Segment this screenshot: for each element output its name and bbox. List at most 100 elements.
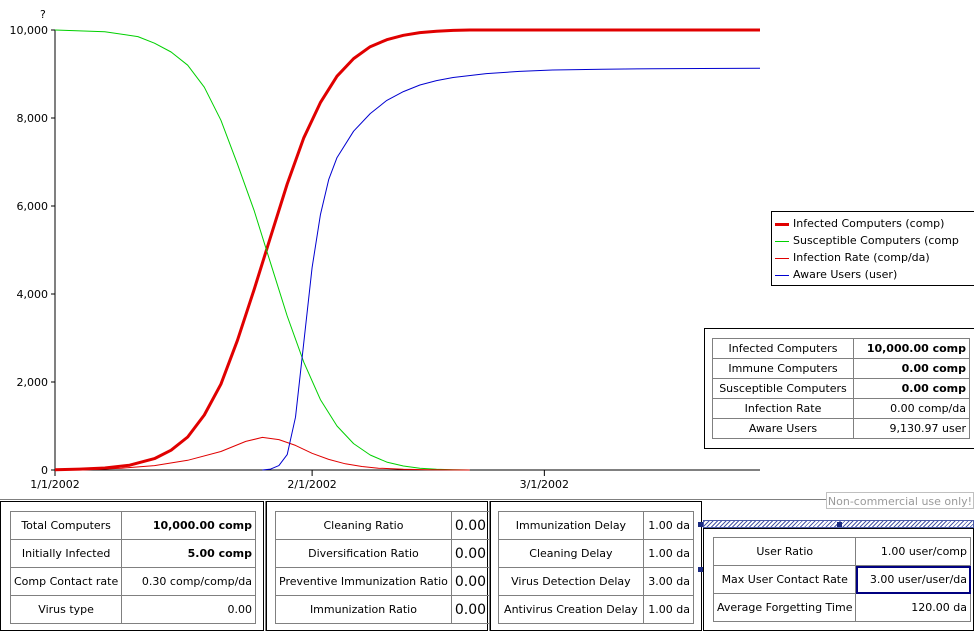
stat-label: Immune Computers — [712, 358, 854, 379]
legend-swatch — [775, 274, 789, 276]
param-label: Antivirus Creation Delay — [498, 595, 644, 624]
stat-label: Infected Computers — [712, 338, 854, 359]
y-tick-label: 8,000 — [17, 112, 49, 125]
resize-handle[interactable] — [698, 522, 703, 527]
table-row: Immunization Ratio 0.00 — [275, 595, 491, 624]
param-value[interactable]: 5.00 comp — [121, 539, 256, 568]
delays-panel: Immunization Delay 1.00 da Cleaning Delay 1… — [490, 501, 702, 631]
param-value[interactable]: 0.00 — [121, 595, 256, 624]
table-row: Virus Detection Delay 3.00 da — [498, 567, 695, 596]
x-tick-label: 1/1/2002 — [30, 478, 79, 491]
param-label: Virus type — [9, 595, 123, 624]
stat-label: Susceptible Computers — [712, 378, 854, 399]
series-line-0 — [54, 28, 760, 472]
legend-item: Infection Rate (comp/da) — [775, 249, 974, 266]
table-row: Comp Contact rate 0.30 comp/comp/da — [9, 567, 256, 596]
legend-swatch — [775, 240, 789, 242]
ratios-table: Cleaning Ratio 0.00 Diversification Ratio 0… — [275, 511, 491, 624]
stat-value: 0.00 comp — [853, 358, 970, 379]
table-row: User Ratio 1.00 user/comp — [712, 537, 971, 566]
users-parameters-panel: User Ratio 1.00 user/comp Max User Contact… — [703, 528, 974, 631]
table-row: Virus type 0.00 — [9, 595, 256, 624]
table-row: Total Computers 10,000.00 comp — [9, 511, 256, 540]
computers-parameters-panel: Total Computers 10,000.00 comp Initially I… — [0, 501, 264, 631]
param-label: Preventive Immunization Ratio — [275, 567, 452, 596]
table-row: Preventive Immunization Ratio 0.00 — [275, 567, 491, 596]
legend-label: Aware Users (user) — [793, 268, 898, 281]
stat-value: 0.00 comp/da — [853, 398, 970, 419]
series-line-2 — [54, 436, 470, 471]
summary-stats-table: Infected Computers 10,000.00 comp Immune C… — [712, 338, 970, 439]
stat-value: 0.00 comp — [853, 378, 970, 399]
param-value[interactable]: 0.00 — [450, 511, 491, 540]
series-line-3 — [262, 67, 761, 471]
ratios-panel: Cleaning Ratio 0.00 Diversification Ratio 0… — [266, 501, 491, 631]
param-label: Cleaning Ratio — [275, 511, 452, 540]
users-parameters-table: User Ratio 1.00 user/comp Max User Contact… — [712, 537, 971, 622]
divider — [265, 501, 266, 631]
stat-label: Infection Rate — [712, 398, 854, 419]
param-value[interactable]: 1.00 da — [642, 511, 695, 540]
param-value[interactable]: 1.00 da — [642, 539, 695, 568]
legend-label: Infected Computers (comp) — [793, 217, 945, 230]
chart-legend: Infected Computers (comp) Susceptible Com… — [771, 211, 974, 286]
param-value[interactable]: 3.00 user/user/da — [855, 565, 971, 594]
summary-stats-box: Infected Computers 10,000.00 comp Immune C… — [704, 328, 974, 449]
param-label: Max User Contact Rate — [712, 565, 857, 594]
param-label: Immunization Ratio — [275, 595, 452, 624]
param-value[interactable]: 0.00 — [450, 539, 491, 568]
legend-item: Susceptible Computers (comp — [775, 232, 974, 249]
param-value[interactable]: 120.00 da — [855, 593, 971, 622]
table-row: Infection Rate 0.00 comp/da — [712, 398, 970, 419]
stat-label: Aware Users — [712, 418, 854, 439]
divider — [489, 501, 490, 631]
legend-swatch — [775, 257, 789, 259]
param-label: Virus Detection Delay — [498, 567, 644, 596]
legend-item: Aware Users (user) — [775, 266, 974, 283]
resize-handle[interactable] — [698, 567, 703, 572]
y-tick-label: 6,000 — [17, 200, 49, 213]
y-tick-label: 0 — [41, 464, 48, 477]
stat-value: 10,000.00 comp — [853, 338, 970, 359]
delays-table: Immunization Delay 1.00 da Cleaning Delay 1… — [498, 511, 695, 624]
watermark-label: Non-commercial use only! — [826, 492, 974, 509]
legend-item: Infected Computers (comp) — [775, 215, 974, 232]
table-row: Susceptible Computers 0.00 comp — [712, 378, 970, 399]
param-value[interactable]: 3.00 da — [642, 567, 695, 596]
table-row: Cleaning Delay 1.00 da — [498, 539, 695, 568]
param-label: Cleaning Delay — [498, 539, 644, 568]
y-tick-label: 10,000 — [10, 24, 49, 37]
table-row: Diversification Ratio 0.00 — [275, 539, 491, 568]
divider — [0, 499, 826, 500]
table-row: Max User Contact Rate 3.00 user/user/da — [712, 565, 971, 594]
param-value[interactable]: 0.00 — [450, 567, 491, 596]
computers-parameters-table: Total Computers 10,000.00 comp Initially I… — [9, 511, 256, 624]
table-row: Initially Infected 5.00 comp — [9, 539, 256, 568]
param-value[interactable]: 1.00 user/comp — [855, 537, 971, 566]
param-label: Total Computers — [9, 511, 123, 540]
table-row: Antivirus Creation Delay 1.00 da — [498, 595, 695, 624]
param-label: User Ratio — [712, 537, 857, 566]
table-row: Immunization Delay 1.00 da — [498, 511, 695, 540]
param-label: Average Forgetting Time — [712, 593, 857, 622]
legend-swatch — [775, 222, 789, 226]
param-value[interactable]: 1.00 da — [642, 595, 695, 624]
param-label: Immunization Delay — [498, 511, 644, 540]
x-tick-label: 2/1/2002 — [287, 478, 336, 491]
param-label: Comp Contact rate — [9, 567, 123, 596]
line-chart: ? 0 2,000 4,000 6,000 8,000 10,000 1/1/2002 2/… — [10, 8, 761, 491]
param-value[interactable]: 0.30 comp/comp/da — [121, 567, 256, 596]
param-value[interactable]: 10,000.00 comp — [121, 511, 256, 540]
table-row: Cleaning Ratio 0.00 — [275, 511, 491, 540]
x-tick-label: 3/1/2002 — [520, 478, 569, 491]
resize-handle[interactable] — [837, 522, 842, 527]
param-label: Diversification Ratio — [275, 539, 452, 568]
table-row: Infected Computers 10,000.00 comp — [712, 338, 970, 359]
legend-label: Infection Rate (comp/da) — [793, 251, 930, 264]
table-row: Aware Users 9,130.97 user — [712, 418, 970, 439]
table-row: Average Forgetting Time 120.00 da — [712, 593, 971, 622]
param-value[interactable]: 0.00 — [450, 595, 491, 624]
y-tick-label: 4,000 — [17, 288, 49, 301]
stat-value: 9,130.97 user — [853, 418, 970, 439]
y-axis-unit-label: ? — [40, 8, 46, 21]
